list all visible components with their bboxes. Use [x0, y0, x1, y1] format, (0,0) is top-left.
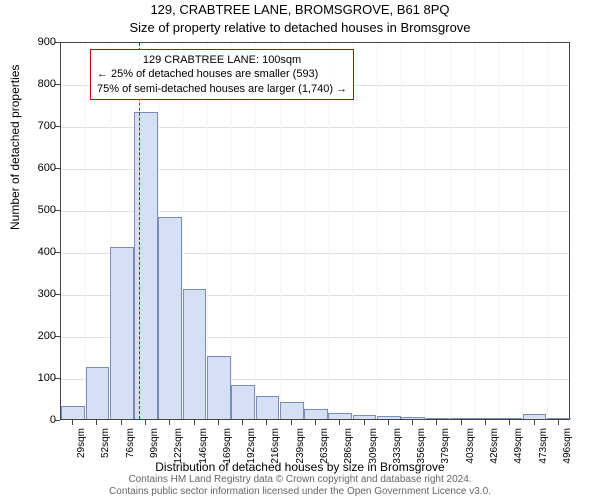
bar [86, 367, 110, 420]
xtick-mark [169, 420, 170, 425]
annotation-line2: ← 25% of detached houses are smaller (59… [97, 67, 347, 81]
xtick-mark [558, 420, 559, 425]
footer-text: Contains HM Land Registry data © Crown c… [0, 474, 600, 498]
xtick-mark [412, 420, 413, 425]
xtick-label: 449sqm [513, 428, 524, 468]
xtick-label: 379sqm [440, 428, 451, 468]
bar [304, 409, 328, 420]
gridline-v [450, 43, 451, 419]
xtick-mark [266, 420, 267, 425]
xtick-mark [194, 420, 195, 425]
gridline-v [85, 43, 86, 419]
xtick-mark [96, 420, 97, 425]
xtick-label: 496sqm [562, 428, 573, 468]
gridline-v [547, 43, 548, 419]
ytick-label: 400 [38, 246, 56, 258]
xtick-label: 239sqm [295, 428, 306, 468]
xtick-label: 473sqm [538, 428, 549, 468]
xtick-mark [145, 420, 146, 425]
xtick-mark [461, 420, 462, 425]
gridline-v [498, 43, 499, 419]
xtick-label: 76sqm [125, 428, 136, 468]
footer-line1: Contains HM Land Registry data © Crown c… [0, 474, 600, 486]
bar [474, 418, 498, 419]
xtick-mark [291, 420, 292, 425]
xtick-mark [72, 420, 73, 425]
bar [61, 406, 85, 419]
xtick-mark [534, 420, 535, 425]
ytick-label: 900 [38, 36, 56, 48]
xtick-label: 426sqm [489, 428, 500, 468]
xtick-label: 52sqm [100, 428, 111, 468]
xtick-mark [339, 420, 340, 425]
ytick-label: 100 [38, 372, 56, 384]
ytick-label: 200 [38, 330, 56, 342]
gridline-v [425, 43, 426, 419]
xtick-label: 146sqm [198, 428, 209, 468]
xtick-label: 216sqm [270, 428, 281, 468]
bar [256, 396, 280, 419]
xtick-mark [436, 420, 437, 425]
xtick-mark [242, 420, 243, 425]
bar [450, 418, 474, 419]
xtick-mark [218, 420, 219, 425]
bar [158, 217, 182, 419]
xtick-label: 263sqm [319, 428, 330, 468]
xtick-mark [315, 420, 316, 425]
xtick-label: 286sqm [343, 428, 354, 468]
gridline-v [401, 43, 402, 419]
ytick-label: 500 [38, 204, 56, 216]
xtick-label: 356sqm [416, 428, 427, 468]
gridline-v [474, 43, 475, 419]
title-line2: Size of property relative to detached ho… [0, 20, 600, 35]
xtick-label: 169sqm [222, 428, 233, 468]
xtick-label: 333sqm [392, 428, 403, 468]
bar [207, 356, 231, 419]
xtick-mark [485, 420, 486, 425]
bar [426, 418, 450, 419]
gridline-v [377, 43, 378, 419]
footer-line2: Contains public sector information licen… [0, 486, 600, 498]
bar [280, 402, 304, 419]
xtick-mark [121, 420, 122, 425]
title-line1: 129, CRABTREE LANE, BROMSGROVE, B61 8PQ [0, 2, 600, 17]
ytick-label: 600 [38, 162, 56, 174]
bar [377, 416, 401, 419]
ytick-label: 0 [50, 414, 56, 426]
bar [547, 418, 571, 419]
bar [353, 415, 377, 419]
bar [134, 112, 158, 419]
xtick-mark [364, 420, 365, 425]
bar [110, 247, 134, 419]
xtick-label: 99sqm [149, 428, 160, 468]
xtick-label: 403sqm [465, 428, 476, 468]
bar [498, 418, 522, 419]
xtick-label: 192sqm [246, 428, 257, 468]
y-axis-label: Number of detached properties [8, 65, 22, 230]
bar [183, 289, 207, 419]
xtick-mark [388, 420, 389, 425]
gridline-v [522, 43, 523, 419]
annotation-line1: 129 CRABTREE LANE: 100sqm [97, 53, 347, 67]
xtick-label: 122sqm [173, 428, 184, 468]
ytick-label: 800 [38, 78, 56, 90]
annotation-box: 129 CRABTREE LANE: 100sqm ← 25% of detac… [90, 49, 354, 100]
xtick-mark [509, 420, 510, 425]
bar [328, 413, 352, 419]
xtick-label: 29sqm [76, 428, 87, 468]
annotation-line3: 75% of semi-detached houses are larger (… [97, 82, 347, 96]
ytick-label: 300 [38, 288, 56, 300]
bar [523, 414, 547, 419]
ytick-label: 700 [38, 120, 56, 132]
bar [401, 417, 425, 419]
bar [231, 385, 255, 419]
xtick-label: 309sqm [368, 428, 379, 468]
